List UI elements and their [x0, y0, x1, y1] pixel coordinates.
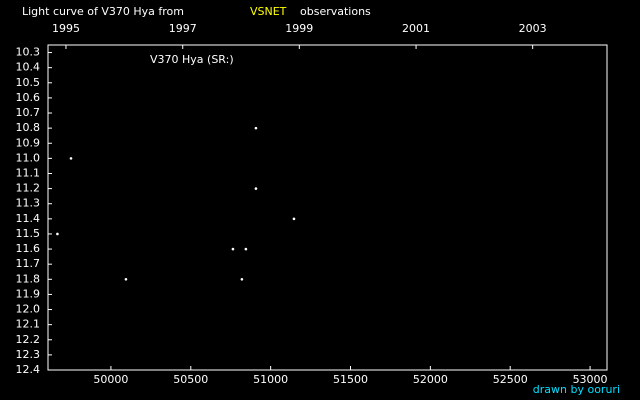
x2-tick-label: 2001: [402, 22, 430, 35]
y-tick-label: 12.0: [16, 303, 41, 316]
data-point: [124, 278, 128, 281]
x-tick-label: 50000: [93, 373, 128, 386]
y-tick-label: 10.7: [16, 106, 41, 119]
annotation: V370 Hya (SR:): [150, 53, 234, 66]
y-tick-label: 12.2: [16, 333, 41, 346]
y-tick-label: 12.1: [16, 318, 41, 331]
y-tick-label: 11.0: [16, 151, 41, 164]
y-tick-label: 11.4: [16, 212, 41, 225]
x2-tick-label: 1999: [285, 22, 313, 35]
data-point: [240, 278, 244, 281]
y-tick-label: 10.3: [16, 46, 41, 59]
y-tick-label: 10.4: [16, 61, 41, 74]
x-tick-label: 50500: [173, 373, 208, 386]
y-tick-label: 11.1: [16, 166, 41, 179]
data-point: [254, 126, 258, 130]
y-tick-label: 10.8: [16, 121, 41, 134]
y-tick-label: 11.9: [16, 287, 41, 300]
x-tick-label: 53000: [573, 373, 608, 386]
data-point: [292, 217, 296, 221]
y-tick-label: 10.9: [16, 136, 41, 149]
data-point: [254, 187, 258, 190]
chart-title-source: VSNET: [250, 5, 287, 18]
chart-title-end: observations: [300, 5, 371, 18]
footer: drawn by ooruri: [533, 383, 620, 396]
y-tick-label: 11.8: [16, 272, 41, 285]
y-tick-label: 11.6: [16, 242, 41, 255]
y-tick-label: 11.3: [16, 197, 41, 210]
y-tick-label: 10.5: [16, 76, 41, 89]
y-tick-label: 11.2: [16, 182, 41, 195]
x2-tick-label: 2003: [519, 22, 547, 35]
y-tick-label: 11.7: [16, 257, 41, 270]
x-tick-label: 51500: [333, 373, 368, 386]
y-tick-label: 12.3: [16, 348, 41, 361]
data-point: [244, 247, 248, 251]
data-point: [231, 247, 235, 251]
x-tick-label: 52000: [413, 373, 448, 386]
x-tick-label: 52500: [493, 373, 528, 386]
plot-frame: [47, 44, 608, 371]
y-tick-label: 12.4: [16, 363, 41, 376]
data-point: [69, 157, 73, 160]
x-tick-label: 51000: [253, 373, 288, 386]
x2-tick-label: 1995: [52, 22, 80, 35]
y-tick-label: 10.6: [16, 91, 41, 104]
chart-title: Light curve of V370 Hya from: [22, 5, 184, 18]
x2-tick-label: 1997: [169, 22, 197, 35]
data-point: [56, 232, 59, 236]
y-tick-label: 11.5: [16, 227, 41, 240]
